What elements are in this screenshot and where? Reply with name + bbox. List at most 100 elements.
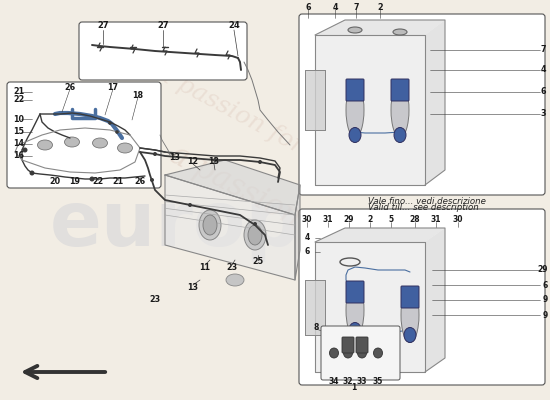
- Circle shape: [115, 130, 119, 134]
- Circle shape: [188, 203, 192, 207]
- Text: 2: 2: [377, 2, 383, 12]
- Text: 9: 9: [543, 296, 548, 304]
- Text: 34: 34: [329, 376, 339, 386]
- Text: 23: 23: [150, 296, 161, 304]
- Circle shape: [30, 170, 35, 176]
- Text: 22: 22: [13, 96, 24, 104]
- Text: 14: 14: [13, 140, 24, 148]
- Polygon shape: [425, 20, 445, 185]
- Ellipse shape: [346, 82, 364, 138]
- Text: 23: 23: [227, 262, 238, 272]
- Ellipse shape: [393, 29, 407, 35]
- Text: 10: 10: [13, 114, 24, 124]
- Ellipse shape: [329, 348, 338, 358]
- Text: 21: 21: [13, 88, 24, 96]
- Polygon shape: [165, 160, 300, 215]
- Text: a passion for...: a passion for...: [164, 139, 376, 271]
- Ellipse shape: [244, 220, 266, 250]
- Text: 32: 32: [343, 376, 353, 386]
- Polygon shape: [305, 70, 325, 130]
- Text: 11: 11: [200, 262, 211, 272]
- Text: 13: 13: [188, 282, 199, 292]
- Text: 13: 13: [208, 158, 219, 166]
- Polygon shape: [305, 280, 325, 335]
- Text: 8: 8: [314, 322, 318, 332]
- Ellipse shape: [199, 210, 221, 240]
- Text: 21: 21: [112, 178, 124, 186]
- Ellipse shape: [358, 348, 366, 358]
- Ellipse shape: [226, 274, 244, 286]
- FancyBboxPatch shape: [391, 79, 409, 101]
- Text: europ: europ: [50, 188, 300, 262]
- Ellipse shape: [373, 348, 382, 358]
- Text: 25: 25: [252, 258, 263, 266]
- Circle shape: [150, 178, 154, 182]
- Ellipse shape: [92, 138, 107, 148]
- Text: 4: 4: [332, 2, 338, 12]
- Ellipse shape: [349, 128, 361, 142]
- Text: 7: 7: [541, 46, 546, 54]
- Text: Valid till... see description: Valid till... see description: [368, 204, 478, 212]
- FancyBboxPatch shape: [346, 79, 364, 101]
- Polygon shape: [315, 242, 425, 372]
- Text: 31: 31: [323, 216, 333, 224]
- Text: 27: 27: [157, 22, 169, 30]
- Ellipse shape: [64, 137, 80, 147]
- Text: 6: 6: [541, 88, 546, 96]
- FancyBboxPatch shape: [401, 286, 419, 308]
- Text: 15: 15: [13, 128, 24, 136]
- FancyBboxPatch shape: [342, 337, 354, 353]
- Text: 26: 26: [134, 178, 146, 186]
- Polygon shape: [295, 185, 300, 280]
- Polygon shape: [315, 20, 445, 35]
- Text: 20: 20: [50, 178, 60, 186]
- Text: 19: 19: [69, 178, 80, 186]
- FancyBboxPatch shape: [321, 326, 400, 380]
- Text: 27: 27: [97, 22, 109, 30]
- FancyBboxPatch shape: [299, 14, 545, 195]
- Ellipse shape: [248, 225, 262, 245]
- Ellipse shape: [118, 143, 133, 153]
- Polygon shape: [315, 35, 425, 185]
- Text: 26: 26: [64, 82, 75, 92]
- Polygon shape: [425, 228, 445, 372]
- Text: 6: 6: [305, 2, 311, 12]
- Text: a passion for...: a passion for...: [153, 62, 327, 168]
- Text: 6: 6: [543, 280, 548, 290]
- Text: 29: 29: [344, 216, 354, 224]
- Text: 16: 16: [13, 152, 24, 160]
- Text: 4: 4: [304, 234, 310, 242]
- Ellipse shape: [394, 128, 406, 142]
- Ellipse shape: [346, 282, 364, 338]
- FancyBboxPatch shape: [299, 209, 545, 385]
- Circle shape: [258, 160, 262, 164]
- Ellipse shape: [349, 322, 361, 338]
- Ellipse shape: [344, 348, 353, 358]
- Ellipse shape: [391, 82, 409, 138]
- Text: 3: 3: [541, 110, 546, 118]
- Ellipse shape: [404, 328, 416, 342]
- FancyBboxPatch shape: [79, 22, 247, 80]
- Ellipse shape: [37, 140, 52, 150]
- FancyBboxPatch shape: [7, 82, 161, 188]
- Text: 13: 13: [169, 152, 180, 162]
- Circle shape: [90, 176, 95, 182]
- Ellipse shape: [203, 215, 217, 235]
- Circle shape: [253, 222, 257, 226]
- Text: 6: 6: [304, 248, 310, 256]
- Text: 4: 4: [541, 66, 546, 74]
- Text: 17: 17: [107, 82, 118, 92]
- Text: 9: 9: [543, 310, 548, 320]
- Text: 31: 31: [431, 216, 441, 224]
- Ellipse shape: [401, 288, 419, 342]
- Text: 35: 35: [373, 376, 383, 386]
- Circle shape: [153, 152, 157, 156]
- Circle shape: [23, 148, 28, 152]
- Polygon shape: [15, 128, 140, 173]
- Circle shape: [108, 121, 112, 125]
- Polygon shape: [165, 175, 295, 280]
- Polygon shape: [315, 228, 445, 242]
- Ellipse shape: [348, 27, 362, 33]
- Text: 7: 7: [353, 2, 359, 12]
- Text: 18: 18: [133, 90, 144, 100]
